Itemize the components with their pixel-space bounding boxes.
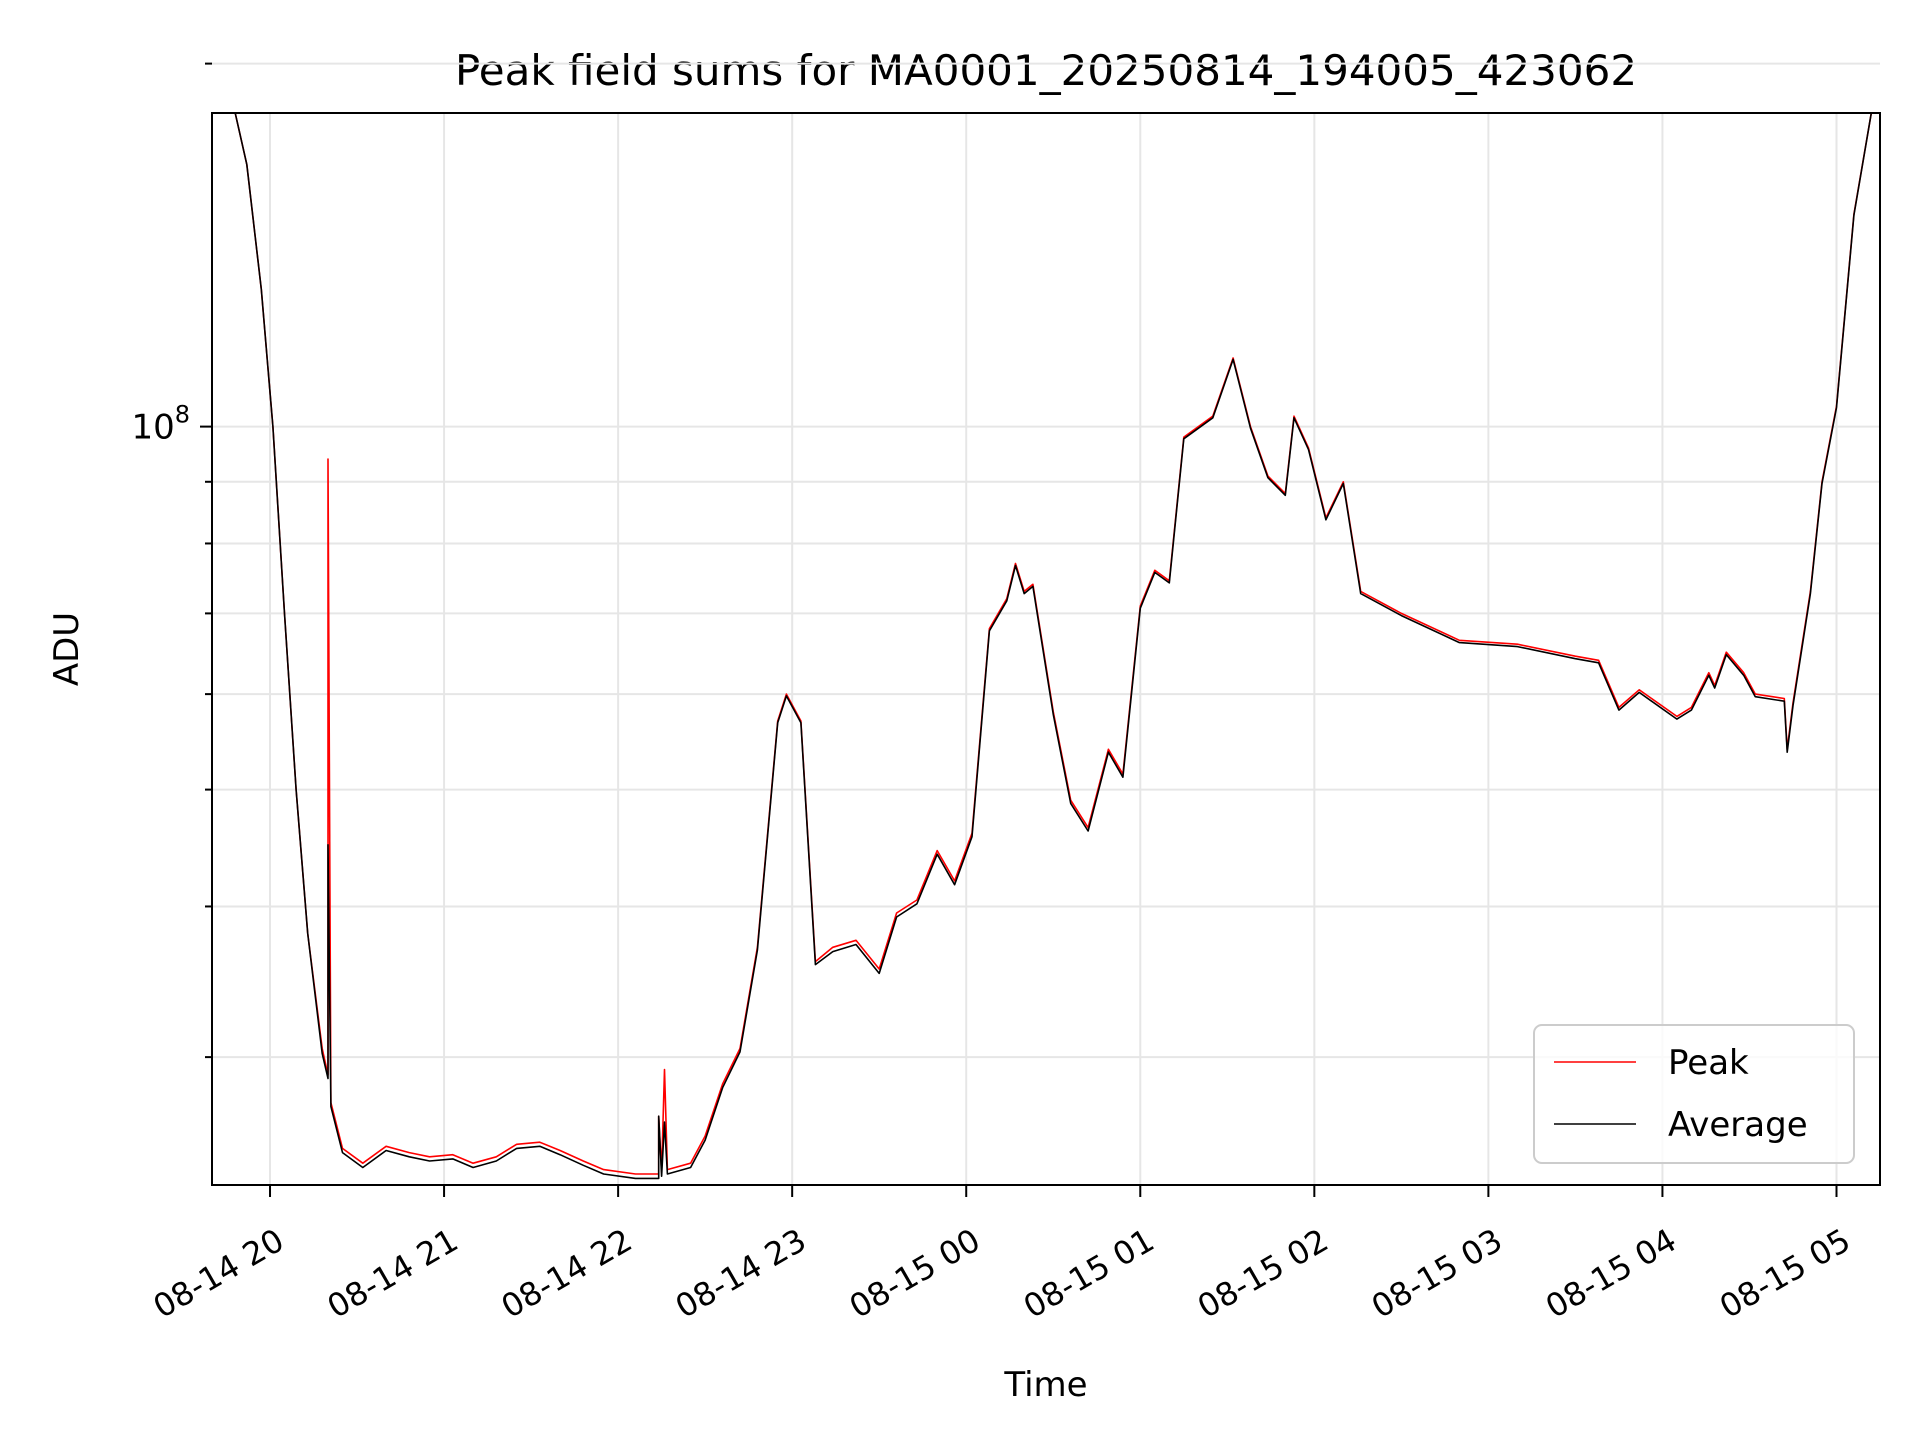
y-axis: 108 <box>131 62 212 1059</box>
legend-label-average: Average <box>1668 1105 1808 1145</box>
y-axis-label: ADU <box>47 612 87 686</box>
plot-area-frame <box>211 112 1881 1186</box>
x-axis-label: Time <box>1003 1365 1087 1405</box>
y-tick-label: 108 <box>131 401 190 448</box>
series-layer <box>212 112 1880 1180</box>
grid-layer <box>212 62 1880 1185</box>
chart-title: Peak field sums for MA0001_20250814_1940… <box>455 46 1637 95</box>
legend-box <box>1533 1024 1855 1164</box>
legend-label-peak: Peak <box>1668 1043 1749 1083</box>
legend: Peak Average <box>1533 1024 1855 1164</box>
series-line-average <box>212 112 1880 1180</box>
